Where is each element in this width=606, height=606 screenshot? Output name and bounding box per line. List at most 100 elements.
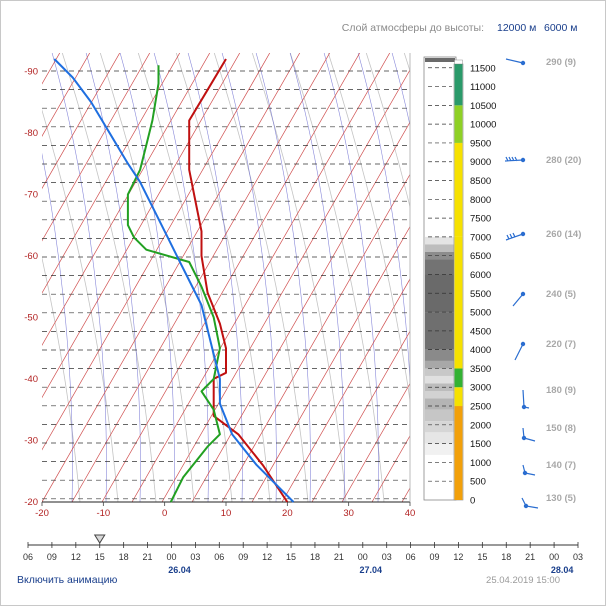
layer-option-12000[interactable]: 12000 м: [497, 22, 536, 34]
dry-adiabat: [61, 53, 157, 502]
timeline-hour: 12: [262, 552, 272, 562]
wind-dot: [523, 503, 529, 509]
cloud-band: [425, 360, 455, 369]
altitude-label: 7000: [470, 232, 491, 243]
wind-dot: [521, 435, 527, 441]
wind-label: 140 (7): [546, 460, 576, 471]
timeline[interactable]: 06 09 12 15 18 21 00 03 06 09 12 15 18 21 00 03 06 09 12 15…: [23, 534, 583, 575]
timestamp: 25.04.2019 15:00: [486, 575, 560, 586]
timeline-hour: 09: [238, 552, 248, 562]
timeline-hour: 06: [406, 552, 416, 562]
altitude-label: 9000: [470, 157, 491, 168]
cloud-band: [425, 251, 455, 260]
timeline-hour: 15: [95, 552, 105, 562]
isotherm: [341, 382, 410, 502]
y-tick-label: -50: [24, 312, 38, 323]
moist-adiabat: [153, 53, 209, 502]
timeline-hour: 06: [214, 552, 224, 562]
timeline-hour: 06: [23, 552, 33, 562]
dry-adiabat: [365, 53, 410, 209]
humidity-segment: [454, 105, 463, 143]
wind-dot: [521, 404, 527, 410]
cloud-band: [425, 383, 455, 391]
altitude-label: 10000: [470, 120, 496, 131]
moist-adiabat: [357, 53, 410, 387]
timeline-date: 27.04: [360, 565, 383, 575]
altitude-label: 5500: [470, 289, 491, 300]
timeline-hour: 21: [143, 552, 153, 562]
altitude-label: 10500: [470, 101, 496, 112]
altitude-label: 11500: [470, 63, 496, 74]
wind-label: 150 (8): [546, 423, 576, 434]
animation-link[interactable]: Включить анимацию: [17, 574, 117, 586]
y-tick-label: -70: [24, 189, 38, 200]
isotherm: [71, 53, 331, 502]
altitude-label: 8000: [470, 195, 491, 206]
timeline-hour: 18: [119, 552, 129, 562]
dry-adiabat: [213, 53, 309, 502]
wind-barb: [512, 293, 524, 307]
cloud-band: [425, 349, 455, 361]
background-lines: [42, 53, 410, 502]
wind-label: 280 (20): [546, 155, 581, 166]
timeline-hour: 15: [286, 552, 296, 562]
isotherm: [42, 53, 241, 399]
y-tick-label: -40: [24, 374, 38, 385]
layer-option-6000[interactable]: 6000 м: [544, 22, 578, 34]
wind-label: 260 (14): [546, 229, 581, 240]
isotherm: [281, 278, 410, 502]
cloud-band: [425, 375, 455, 384]
timeline-marker[interactable]: [93, 534, 106, 544]
moist-adiabat: [42, 153, 73, 502]
timeline-hour: 09: [430, 552, 440, 562]
x-tick-label: 40: [405, 508, 416, 519]
wind-dot: [520, 157, 526, 163]
timeline-hour: 18: [501, 552, 511, 562]
altitude-label: 9500: [470, 138, 491, 149]
wind-label: 180 (9): [546, 385, 576, 396]
isotherm: [42, 53, 91, 137]
x-tick-label: 0: [162, 508, 167, 519]
timeline-hour: 21: [334, 552, 344, 562]
timeline-date: 28.04: [551, 565, 574, 575]
wind-profile: 290 (9) 280 (20) 260 (14) 240 (5) 220 (7) 180…: [504, 57, 581, 509]
moist-adiabat: [391, 53, 410, 128]
wind-label: 130 (5): [546, 493, 576, 504]
timeline-hour: 18: [310, 552, 320, 562]
timeline-hour: 00: [358, 552, 368, 562]
wind-barb: [514, 343, 524, 361]
altitude-label: 0: [470, 496, 475, 507]
cloud-band: [425, 432, 455, 444]
timeline-hour: 12: [453, 552, 463, 562]
wind-label: 290 (9): [546, 57, 576, 68]
altitude-label: 4500: [470, 326, 491, 337]
cloud-band: [425, 259, 455, 275]
wind-label: 220 (7): [546, 339, 576, 350]
x-tick-label: -20: [35, 508, 49, 519]
wind-barb: [505, 232, 524, 241]
humidity-segment: [454, 236, 463, 369]
timeline-hour: 03: [382, 552, 392, 562]
x-tick-label: -10: [96, 508, 110, 519]
wind-barb: [505, 58, 524, 64]
altitude-label: 6500: [470, 251, 491, 262]
altitude-label: 7500: [470, 214, 491, 225]
humidity-segment: [454, 142, 463, 237]
cloud-band-top: [425, 58, 455, 62]
wind-dot: [520, 341, 526, 347]
altitude-label: 3500: [470, 364, 491, 375]
humidity-segment: [454, 368, 463, 388]
cloud-band: [425, 391, 455, 399]
x-tick-label: 30: [343, 508, 354, 519]
altitude-label: 5000: [470, 308, 491, 319]
altitude-label: 4000: [470, 345, 491, 356]
wind-dot: [520, 60, 526, 66]
y-tick-label: -60: [24, 251, 38, 262]
timeline-hour: 00: [166, 552, 176, 562]
cloud-band: [425, 236, 455, 245]
timeline-hour: 21: [525, 552, 535, 562]
x-tick-label: 10: [221, 508, 232, 519]
moist-adiabat: [289, 53, 345, 502]
dry-adiabat: [99, 53, 195, 502]
dry-adiabat: [327, 53, 410, 404]
